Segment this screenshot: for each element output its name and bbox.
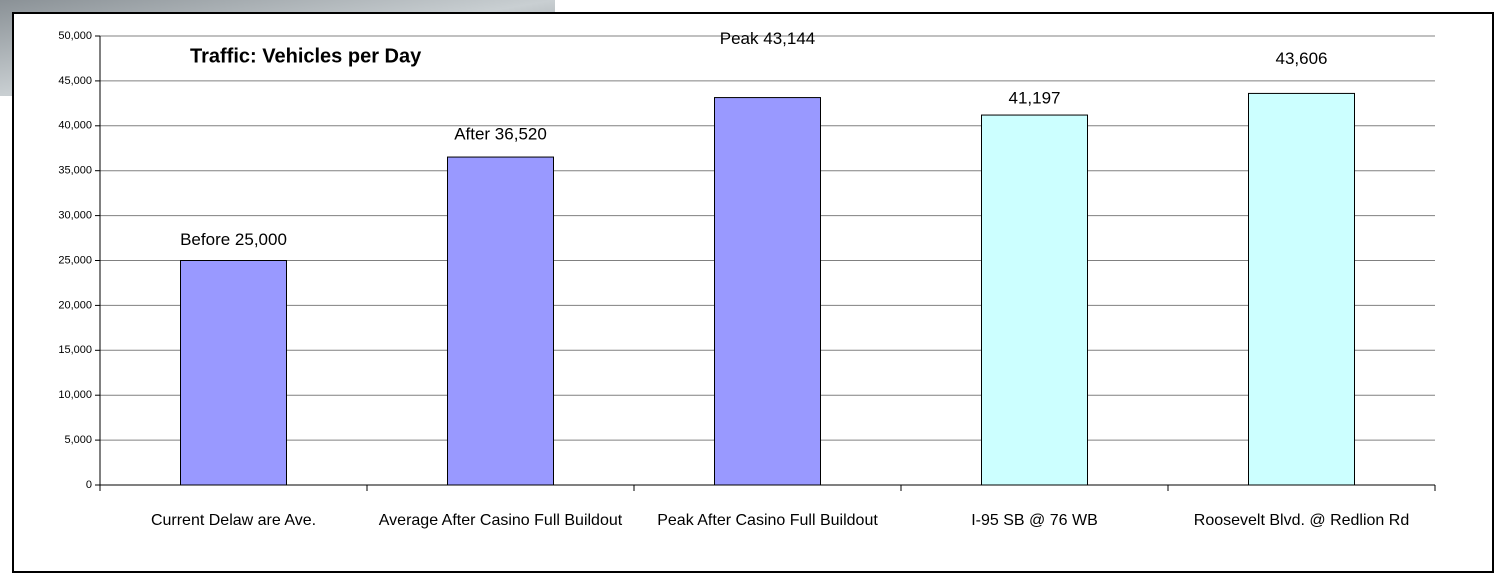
y-tick-label: 20,000	[58, 299, 92, 311]
y-tick-label: 0	[86, 479, 92, 491]
value-label: Peak 43,144	[720, 29, 815, 48]
bar	[181, 261, 287, 486]
y-tick-label: 5,000	[64, 434, 92, 446]
x-tick-label: I-95 SB @ 76 WB	[910, 508, 1160, 534]
bar	[448, 157, 554, 485]
value-label: Before 25,000	[180, 230, 287, 249]
bar	[1249, 93, 1355, 485]
value-label: After 36,520	[454, 125, 547, 144]
page: Traffic: Vehicles per Day 0 5,000 10,000 15…	[0, 0, 1495, 574]
y-tick-label: 15,000	[58, 344, 92, 356]
chart-title: Traffic: Vehicles per Day	[190, 45, 422, 67]
y-tick-label: 50,000	[58, 30, 92, 42]
y-tick-label: 30,000	[58, 210, 92, 222]
value-label: 41,197	[1009, 89, 1061, 108]
bar	[982, 115, 1088, 485]
chart: Traffic: Vehicles per Day 0 5,000 10,000 15…	[0, 0, 1495, 574]
y-tick-label: 40,000	[58, 120, 92, 132]
x-tick-label: Roosevelt Blvd. @ Redlion Rd	[1177, 508, 1427, 534]
y-tick-label: 10,000	[58, 389, 92, 401]
x-tick-label: Peak After Casino Full Buildout	[643, 508, 893, 534]
value-label: 43,606	[1276, 49, 1328, 68]
x-tick-label: Current Delaw are Ave.	[109, 508, 359, 534]
y-tick-label: 45,000	[58, 75, 92, 87]
x-tick-label: Average After Casino Full Buildout	[376, 508, 626, 534]
y-tick-label: 35,000	[58, 165, 92, 177]
bar	[715, 98, 821, 485]
y-tick-label: 25,000	[58, 254, 92, 266]
